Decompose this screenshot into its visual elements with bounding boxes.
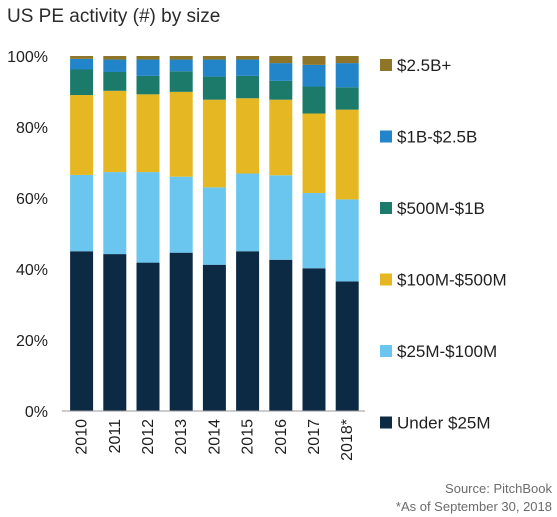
bar-segment [70,69,94,96]
legend-label: $1B-$2.5B [397,128,477,147]
bar-segment [335,199,359,282]
bar-segment [70,95,94,175]
y-tick-label: 0% [25,404,48,421]
x-tick-label: 2017 [306,419,323,455]
bar-segment [103,59,127,72]
bar-segment [302,113,326,194]
bar-segment [302,56,326,65]
y-tick-label: 100% [7,49,48,66]
bar-segment [136,59,160,76]
bar-segment [236,98,260,174]
bar-segment [169,252,193,411]
bar-segment [70,58,94,70]
bar-segment [136,94,160,173]
legend-swatch [380,345,392,357]
x-axis: 2010 2011 2012 2013 2014 2015 2016 2017 2018* [74,419,357,461]
bar-segment [236,251,260,411]
bars [70,56,359,411]
bar-segment [169,56,193,60]
bar-segment [269,56,293,64]
legend-swatch [380,416,392,429]
legend-label: $100M-$500M [397,271,507,290]
x-tick-label: 2016 [273,419,290,455]
chart-title: US PE activity (#) by size [7,6,220,27]
y-axis: 0% 20% 40% 60% 80% 100% [7,49,48,421]
source-note: Source: PitchBook [445,481,552,496]
bar-segment [70,251,94,411]
bar-segment [335,109,359,200]
bar-segment [335,63,359,88]
x-tick-label: 2012 [140,419,157,455]
x-tick-label: 2015 [240,419,257,455]
bar-segment [335,281,359,411]
bar-segment [136,56,160,60]
bar-segment [202,264,226,411]
bar-segment [169,71,193,92]
bar-segment [103,254,127,411]
bar-segment [136,75,160,95]
legend-swatch [380,202,392,214]
legend-swatch [380,130,392,143]
x-tick-label: 2010 [74,419,91,455]
bar-segment [136,172,160,263]
x-tick-label: 2018* [339,419,356,461]
bar-segment [236,75,260,99]
bar-segment [236,59,260,76]
bar-segment [269,99,293,176]
bar-segment [269,175,293,260]
bar-segment [302,193,326,269]
bar-segment [269,259,293,411]
y-tick-label: 20% [16,333,48,350]
bar-segment [335,87,359,110]
bar-segment [202,59,226,77]
bar-segment [202,187,226,265]
bar-segment [202,56,226,60]
x-tick-label: 2014 [206,419,223,455]
legend-label: Under $25M [397,414,491,433]
legend-label: $2.5B+ [397,56,451,75]
y-tick-label: 40% [16,262,48,279]
y-tick-label: 60% [16,191,48,208]
bar-segment [103,56,127,60]
bar-segment [136,262,160,411]
bar-segment [103,172,127,255]
bar-segment [302,86,326,114]
bar-segment [302,64,326,87]
bar-segment [302,268,326,411]
y-tick-label: 80% [16,120,48,137]
legend-label: $25M-$100M [397,342,497,361]
bar-segment [202,76,226,100]
bar-segment [236,56,260,60]
footnote: *As of September 30, 2018 [396,499,552,514]
x-tick-label: 2011 [107,419,124,454]
bar-segment [335,56,359,64]
bar-segment [70,56,94,59]
bar-segment [70,174,94,252]
legend-swatch [380,59,392,71]
bar-segment [103,71,127,91]
bar-segment [269,80,293,100]
bar-segment [169,176,193,253]
legend: $2.5B+ $1B-$2.5B $500M-$1B $100M-$500M $25M-… [380,56,507,433]
bar-segment [269,63,293,81]
bar-segment [202,99,226,188]
x-tick-label: 2013 [173,419,190,455]
bar-segment [236,173,260,252]
legend-swatch [380,273,392,286]
bar-segment [103,90,127,173]
bar-segment [169,91,193,177]
legend-label: $500M-$1B [397,199,485,218]
bar-segment [169,59,193,72]
